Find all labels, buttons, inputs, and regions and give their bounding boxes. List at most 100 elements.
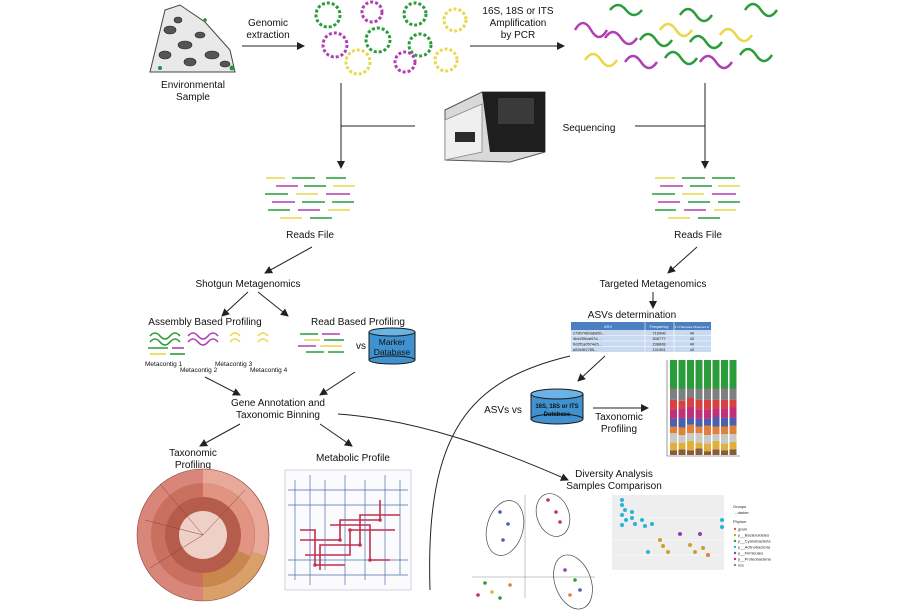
asv-row-freq: 131951: [652, 347, 666, 352]
stacked-bar-segment: [687, 398, 694, 407]
arrow-asv-to-diversity: [429, 355, 571, 591]
amp-label-1: 16S, 18S or ITS: [482, 6, 553, 17]
metacontig3-label: Metacontig 3: [215, 361, 253, 368]
asv-row-count: 40: [690, 342, 695, 347]
metabolic-label: Metabolic Profile: [316, 453, 390, 464]
asvs-det-label: ASVs determination: [588, 310, 676, 321]
taxprof-r-label-2: Profiling: [601, 424, 637, 435]
stacked-bar-segment: [712, 399, 720, 409]
stacked-bar-segment: [678, 400, 686, 409]
stacked-bar-segment: [729, 407, 737, 418]
taxprof-label-1: Taxonomic: [169, 448, 217, 459]
stacked-bar-segment: [704, 451, 711, 455]
environmental-sample-icon: [149, 4, 236, 73]
stacked-bar-segment: [678, 360, 686, 389]
stacked-bar-segment: [721, 417, 728, 427]
extraction-label: extraction: [246, 30, 289, 41]
asv-header-asv: ASV: [604, 324, 612, 329]
arrow-to-shotgun: [264, 246, 313, 274]
stacked-bar-segment: [712, 388, 720, 400]
stacked-bar-segment: [729, 425, 737, 435]
stacked-bar-segment: [721, 426, 728, 435]
stacked-bar-segment: [695, 442, 703, 449]
asv-table-rows: c73b7469a6d5b... 716996 40 4be2f0baf47d.…: [573, 331, 695, 353]
stacked-bar-segment: [695, 409, 703, 419]
asv-header-frequency: Frequency: [650, 324, 669, 329]
stacked-bar-segment: [687, 417, 694, 425]
asv-row-id: c73b7469a6d5b...: [573, 331, 605, 336]
readbased-reads-icon: [298, 333, 344, 353]
legend-item: p__Proteobacteria: [738, 557, 771, 562]
asv-row-freq: 238808: [652, 342, 666, 347]
stacked-bar-segment: [678, 449, 686, 455]
stacked-bar-segment: [721, 443, 728, 451]
legend-swatch: [733, 557, 737, 561]
legend-item: p__Firmicutes: [738, 551, 763, 556]
metacontig1-label: Metacontig 1: [145, 361, 183, 368]
stacked-bar-segment: [695, 388, 703, 400]
legend-swatch: [733, 527, 737, 531]
stacked-bar-segment: [729, 399, 737, 408]
arrow-readbased-to-gene: [319, 371, 356, 396]
stacked-bar-segment: [712, 434, 720, 441]
diff-abundance-legend: Groups - darker Phylum gram p__Bacteroid…: [733, 504, 771, 568]
asv-row-id: a52e5f1785...: [573, 347, 597, 352]
stacked-bar-segment: [687, 424, 694, 434]
metacontig-icon: [148, 332, 269, 355]
arrow-to-metabolic: [319, 423, 353, 447]
legend-swatch: [733, 551, 737, 555]
stacked-bar-segment: [704, 443, 711, 452]
stacked-bar-segment: [729, 434, 737, 442]
genomic-label: Genomic: [248, 18, 288, 29]
stacked-bar-segment: [721, 399, 728, 409]
stacked-bar-segment: [687, 406, 694, 418]
legend-item: gram: [738, 527, 748, 532]
amplicon-dna-icon: [573, 2, 779, 70]
stacked-bar-segment: [704, 435, 711, 444]
asv-row-freq: 716996: [652, 331, 666, 336]
asv-header-samples: # of Samples Observed In: [675, 325, 710, 329]
stacked-bar-segment: [687, 388, 694, 398]
asv-row-count: 40: [690, 331, 695, 336]
sequencer-icon: [444, 91, 546, 163]
database-label: Database: [374, 347, 411, 357]
stacked-bar-segment: [695, 418, 703, 427]
stacked-bar-segment: [670, 450, 677, 455]
16s-database-icon: [530, 388, 584, 425]
readbased-label: Read Based Profiling: [311, 317, 405, 328]
stacked-bar-segment: [670, 426, 677, 434]
legend-item: n/a: [738, 563, 744, 568]
arrow-to-readbased: [257, 291, 289, 317]
stacked-bar-segment: [712, 440, 720, 450]
marker-label: Marker: [379, 337, 406, 347]
reads-left-label: Reads File: [286, 230, 334, 241]
taxprof-r-label-1: Taxonomic: [595, 412, 643, 423]
stacked-bar-segment: [670, 442, 677, 451]
legend-swatch: [733, 539, 737, 543]
db-label-1: 16S, 18S or ITS: [535, 404, 578, 410]
asv-row-count: 40: [690, 347, 695, 352]
stacked-bar-segment: [678, 442, 686, 450]
stacked-bar-segment: [670, 418, 677, 427]
stacked-bar-segment: [712, 360, 720, 389]
stacked-bar-segment: [670, 433, 677, 443]
legend-item: p__Actinobacteria: [738, 545, 771, 550]
stacked-bar-segment: [704, 399, 711, 410]
stacked-bar-segment: [729, 360, 737, 389]
gene-label-1: Gene Annotation and: [231, 398, 325, 409]
stacked-bar-segment: [704, 409, 711, 419]
stacked-bar-segment: [729, 417, 737, 426]
asv-row-freq: 306777: [652, 336, 666, 341]
stacked-bar-segment: [704, 360, 711, 389]
stacked-bar-segment: [678, 427, 686, 436]
sequencing-label: Sequencing: [563, 123, 616, 134]
sample-label: Sample: [176, 92, 210, 103]
diff-abundance-plot-icon: [612, 495, 724, 570]
stacked-bar-segment: [687, 360, 694, 389]
stacked-bar-chart-icon: [666, 360, 740, 457]
stacked-bar-segment: [704, 425, 711, 436]
gene-label-2: Taxonomic Binning: [236, 410, 320, 421]
stacked-bar-segment: [678, 388, 686, 401]
taxprof-label-2: Profiling: [175, 460, 211, 471]
